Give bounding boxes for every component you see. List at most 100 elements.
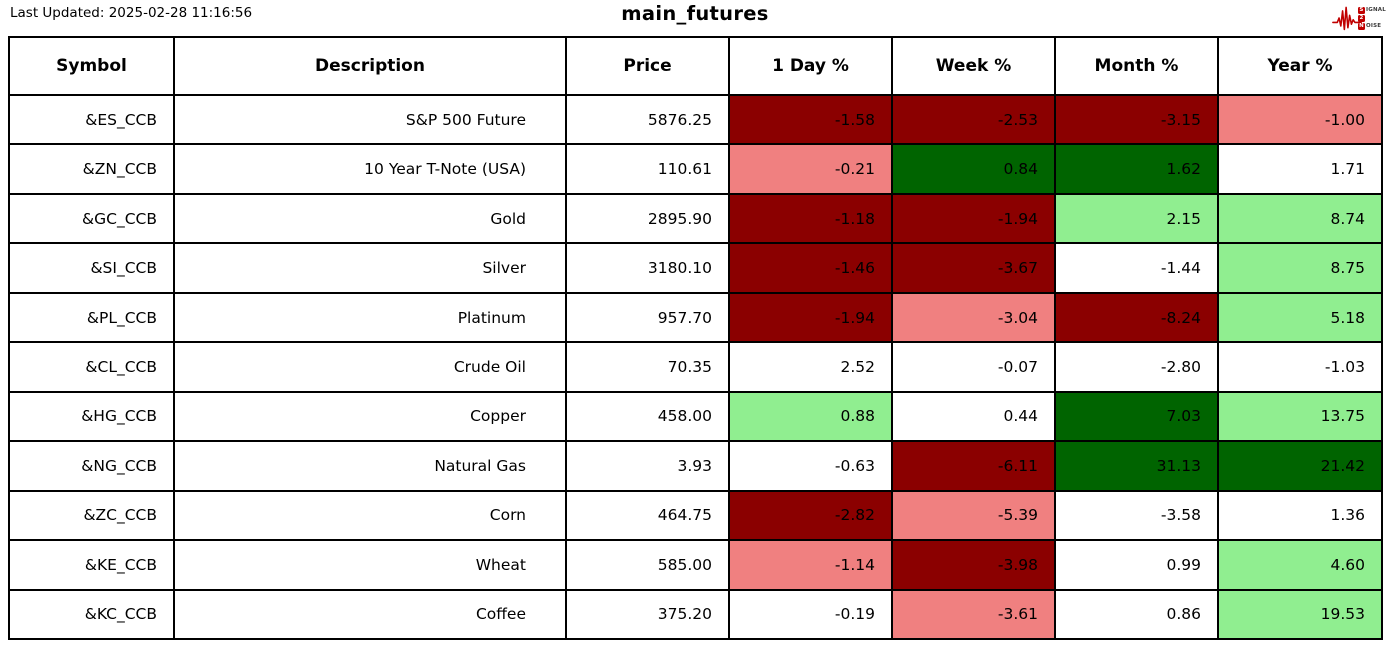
symbol-cell: &CL_CCB <box>8 341 175 393</box>
year-change-cell: 1.36 <box>1217 489 1383 542</box>
description-cell: S&P 500 Future <box>173 93 567 146</box>
week-change-cell: -3.98 <box>891 539 1056 591</box>
description-cell: Copper <box>173 390 567 443</box>
day-change-cell: 0.88 <box>728 390 893 443</box>
day-change-cell: -1.94 <box>728 291 893 344</box>
logo-row-noise: N OISE <box>1358 22 1386 30</box>
week-change-cell: -6.11 <box>891 440 1056 492</box>
price-cell: 375.20 <box>565 588 730 641</box>
month-change-cell: 0.86 <box>1054 588 1219 641</box>
symbol-cell: &KE_CCB <box>8 539 175 591</box>
price-cell: 464.75 <box>565 489 730 542</box>
table-row: &NG_CCB Natural Gas 3.93 -0.63 -6.11 31.… <box>8 440 1383 492</box>
description-cell: 10 Year T-Note (USA) <box>173 143 567 195</box>
price-cell: 3.93 <box>565 440 730 492</box>
symbol-cell: &GC_CCB <box>8 192 175 245</box>
symbol-cell: &HG_CCB <box>8 390 175 443</box>
description-cell: Silver <box>173 242 567 294</box>
price-cell: 110.61 <box>565 143 730 195</box>
description-cell: Coffee <box>173 588 567 641</box>
month-change-cell: 7.03 <box>1054 390 1219 443</box>
year-change-cell: 1.71 <box>1217 143 1383 195</box>
week-change-cell: -3.04 <box>891 291 1056 344</box>
day-change-cell: -1.14 <box>728 539 893 591</box>
col-header-1day: 1 Day % <box>728 36 893 96</box>
table-row: &KC_CCB Coffee 375.20 -0.19 -3.61 0.86 1… <box>8 588 1383 641</box>
futures-table: Symbol Description Price 1 Day % Week % … <box>8 36 1383 641</box>
description-cell: Corn <box>173 489 567 542</box>
page-title: main_futures <box>621 2 769 25</box>
logo-word-signal: IGNAL <box>1366 6 1386 13</box>
logo-row-signal: S IGNAL <box>1358 6 1386 14</box>
day-change-cell: 2.52 <box>728 341 893 393</box>
year-change-cell: 19.53 <box>1217 588 1383 641</box>
year-change-cell: 8.74 <box>1217 192 1383 245</box>
price-cell: 5876.25 <box>565 93 730 146</box>
table-row: &ZN_CCB 10 Year T-Note (USA) 110.61 -0.2… <box>8 143 1383 195</box>
heartbeat-waveform-icon <box>1332 6 1362 31</box>
table-row: &PL_CCB Platinum 957.70 -1.94 -3.04 -8.2… <box>8 291 1383 344</box>
year-change-cell: -1.03 <box>1217 341 1383 393</box>
col-header-year: Year % <box>1217 36 1383 96</box>
week-change-cell: -1.94 <box>891 192 1056 245</box>
month-change-cell: -8.24 <box>1054 291 1219 344</box>
symbol-cell: &KC_CCB <box>8 588 175 641</box>
table-row: &ZC_CCB Corn 464.75 -2.82 -5.39 -3.58 1.… <box>8 489 1383 542</box>
description-cell: Natural Gas <box>173 440 567 492</box>
table-row: &CL_CCB Crude Oil 70.35 2.52 -0.07 -2.80… <box>8 341 1383 393</box>
table-row: &ES_CCB S&P 500 Future 5876.25 -1.58 -2.… <box>8 93 1383 146</box>
logo-badge-2: 2 <box>1358 14 1365 22</box>
col-header-description: Description <box>173 36 567 96</box>
day-change-cell: -2.82 <box>728 489 893 542</box>
year-change-cell: 21.42 <box>1217 440 1383 492</box>
week-change-cell: -0.07 <box>891 341 1056 393</box>
symbol-cell: &SI_CCB <box>8 242 175 294</box>
col-header-price: Price <box>565 36 730 96</box>
description-cell: Wheat <box>173 539 567 591</box>
description-cell: Crude Oil <box>173 341 567 393</box>
week-change-cell: -3.61 <box>891 588 1056 641</box>
day-change-cell: -0.21 <box>728 143 893 195</box>
year-change-cell: 4.60 <box>1217 539 1383 591</box>
symbol-cell: &PL_CCB <box>8 291 175 344</box>
symbol-cell: &ZN_CCB <box>8 143 175 195</box>
day-change-cell: -1.18 <box>728 192 893 245</box>
s2n-logo: S IGNAL 2 N OISE <box>1332 1 1388 35</box>
month-change-cell: -3.58 <box>1054 489 1219 542</box>
logo-word-noise: OISE <box>1366 22 1382 29</box>
day-change-cell: -0.63 <box>728 440 893 492</box>
year-change-cell: 8.75 <box>1217 242 1383 294</box>
last-updated-text: Last Updated: 2025-02-28 11:16:56 <box>10 5 253 21</box>
col-header-week: Week % <box>891 36 1056 96</box>
symbol-cell: &ES_CCB <box>8 93 175 146</box>
week-change-cell: -5.39 <box>891 489 1056 542</box>
price-cell: 3180.10 <box>565 242 730 294</box>
month-change-cell: -2.80 <box>1054 341 1219 393</box>
month-change-cell: 1.62 <box>1054 143 1219 195</box>
logo-badge-s: S <box>1358 6 1365 14</box>
table-row: &SI_CCB Silver 3180.10 -1.46 -3.67 -1.44… <box>8 242 1383 294</box>
year-change-cell: 13.75 <box>1217 390 1383 443</box>
price-cell: 70.35 <box>565 341 730 393</box>
week-change-cell: 0.44 <box>891 390 1056 443</box>
week-change-cell: -2.53 <box>891 93 1056 146</box>
description-cell: Platinum <box>173 291 567 344</box>
month-change-cell: 31.13 <box>1054 440 1219 492</box>
symbol-cell: &NG_CCB <box>8 440 175 492</box>
week-change-cell: -3.67 <box>891 242 1056 294</box>
price-cell: 2895.90 <box>565 192 730 245</box>
table-row: &KE_CCB Wheat 585.00 -1.14 -3.98 0.99 4.… <box>8 539 1383 591</box>
year-change-cell: 5.18 <box>1217 291 1383 344</box>
col-header-symbol: Symbol <box>8 36 175 96</box>
price-cell: 957.70 <box>565 291 730 344</box>
description-cell: Gold <box>173 192 567 245</box>
day-change-cell: -0.19 <box>728 588 893 641</box>
month-change-cell: 0.99 <box>1054 539 1219 591</box>
month-change-cell: -3.15 <box>1054 93 1219 146</box>
s2n-logo-text: S IGNAL 2 N OISE <box>1358 6 1386 30</box>
col-header-month: Month % <box>1054 36 1219 96</box>
price-cell: 458.00 <box>565 390 730 443</box>
day-change-cell: -1.46 <box>728 242 893 294</box>
header-row: Symbol Description Price 1 Day % Week % … <box>8 36 1383 96</box>
price-cell: 585.00 <box>565 539 730 591</box>
